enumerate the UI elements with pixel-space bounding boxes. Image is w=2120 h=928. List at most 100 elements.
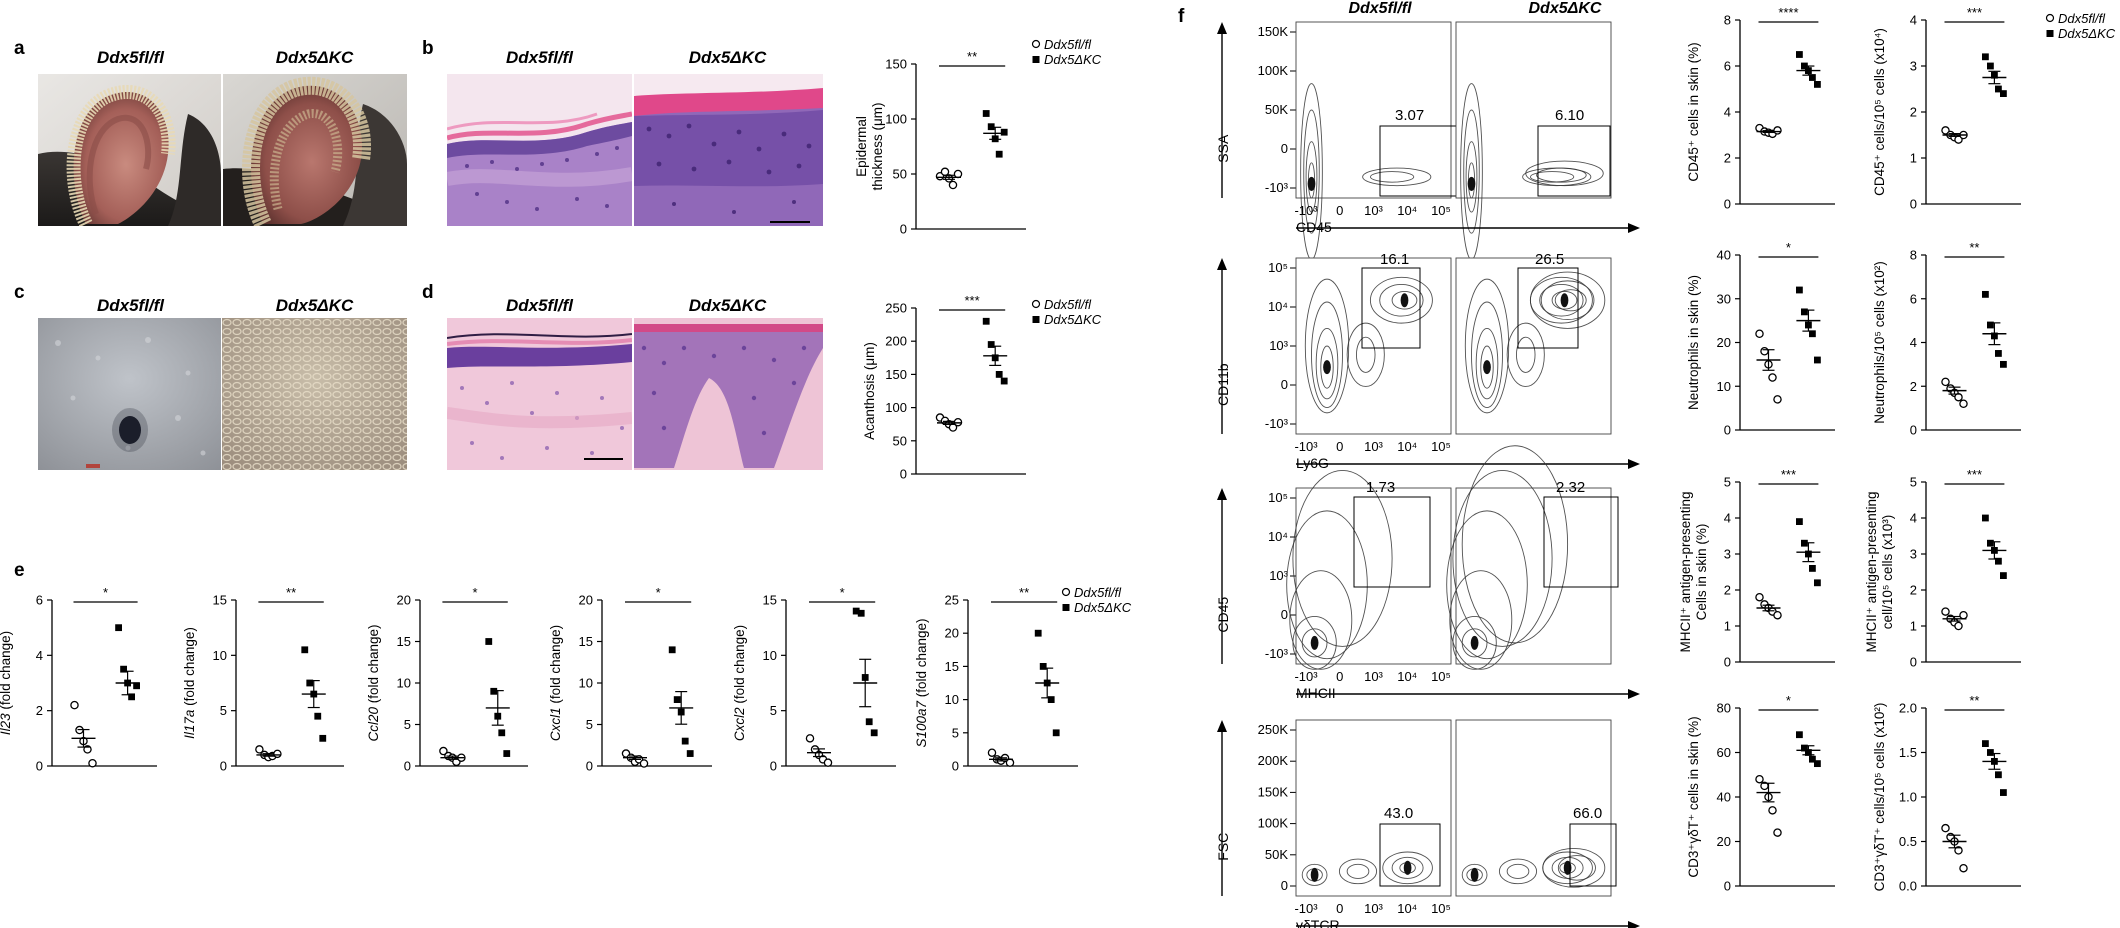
he-ear-ko [634,74,823,226]
point-wt [1773,828,1782,837]
point-ko [1982,290,1989,298]
y-tick-label: 2 [1724,151,1731,166]
chart-f-apc-num: 0 1 2 3 4 5 MHCII⁺ antigen-presenting cell/10⁵ … [1864,467,2021,670]
chart-e-cxcl1: 0 5 10 15 20 Cxcl1 (fold change) * [548,585,712,774]
point-wt [88,758,97,768]
flow-y-tick-label: 0 [1281,377,1288,392]
contour-line [1382,851,1433,885]
gate-value: 16.1 [1380,251,1409,268]
point-ko [1995,85,2002,93]
flow-y-tick-label: -10³ [1265,180,1289,195]
point-wt [1954,621,1963,631]
significance-stars: ** [286,585,296,600]
y-tick-label: 10 [1717,379,1731,394]
flow-plot-ko: 6.10 [1455,21,1612,261]
contour-line [1391,290,1418,310]
contour-core [1323,360,1331,375]
flow-y-tick-label: 50K [1265,847,1288,862]
point-wt [255,745,264,754]
x-arrow-head [1628,921,1640,928]
flow-y-label: SSA [1215,134,1231,163]
chart-f-cd45-num: 0 1 2 3 4 CD45⁺ cells/10⁵ cells (x10⁴) *** [1872,5,2021,212]
legend-label-wt: Ddx5fl/fl [1074,585,1122,600]
significance-stars: *** [1967,5,1982,20]
contour-line [1529,171,1575,183]
y-tick-label: 40 [1717,248,1731,263]
point-ko [1814,760,1821,768]
point-wt [1755,592,1764,602]
flow-x-tick-label: -10³ [1294,203,1318,218]
point-ko [1047,696,1055,703]
flow-x-label: CD45 [1296,219,1332,235]
y-tick-label: 0 [1724,423,1731,438]
legend-marker-ko [1062,604,1070,611]
contour-line [1305,141,1318,213]
point-ko [1809,330,1816,338]
photo-label-a-wt: Ddx5fl/fl [96,48,165,67]
point-ko [2000,789,2007,796]
point-ko [1814,579,1821,587]
point-ko [982,110,990,117]
flow-x-tick-label: 10⁵ [1431,439,1451,454]
gate-value: 26.5 [1535,251,1564,268]
y-tick-label: 1 [1910,619,1917,634]
point-ko [1814,81,1821,88]
y-axis-label: MHCII⁺ antigen-presenting [1864,492,1879,653]
y-tick-label: 100 [885,112,907,127]
x-arrow-head [1628,689,1640,699]
contour-core [1467,176,1476,191]
y-axis-label: Cells in skin (%) [1694,524,1709,621]
y-tick-label: 10 [763,648,777,663]
point-wt [1941,823,1950,833]
y-tick-label: 0 [404,759,411,774]
legend-label-ko: Ddx5ΔKC [2058,26,2116,41]
y-tick-label: 10 [397,676,411,691]
y-tick-label: 0.5 [1899,834,1917,849]
flow-y-tick-label: 250K [1258,722,1289,737]
chart-b-thickness: 0 50 100 150 Epidermal thickness (μm) ** [854,49,1026,237]
y-tick-label: 2 [1910,379,1917,394]
flow-plot-frame [1455,487,1612,665]
point-ko [852,607,860,615]
panel-letter-c: c [14,282,25,303]
contour-line [1542,848,1606,888]
point-ko [319,734,327,742]
point-ko [1987,321,1994,329]
significance-stars: *** [965,293,980,308]
y-axis-label: cell/10⁵ cells (x10³) [1880,515,1895,629]
point-ko [1796,51,1803,58]
point-wt [70,700,79,710]
y-tick-label: 3 [1910,59,1917,74]
contour-line [1292,469,1393,647]
y-tick-label: 20 [1717,834,1731,849]
flow-y-tick-label: 10⁴ [1268,529,1288,544]
contour-line [1540,280,1595,321]
y-tick-label: 5 [220,703,227,718]
photo-label-a-ko: Ddx5ΔKC [275,48,354,67]
flow-x-tick-label: 10⁵ [1431,669,1451,684]
point-wt [1755,774,1764,784]
point-wt [948,180,958,190]
contour-line [1464,278,1510,414]
y-tick-label: 0 [900,222,907,237]
point-ko [1034,629,1042,637]
flow-plot-wt: 43.0 [1295,719,1452,897]
point-ko [314,712,322,720]
legend-marker-ko [1032,316,1040,323]
contour-line [1303,109,1320,234]
y-tick-label: 4 [1910,13,1917,28]
contour-core [1560,293,1569,308]
y-tick-label: 30 [1717,291,1731,306]
contour-core [1307,176,1316,191]
y-tick-label: 8 [1910,248,1917,263]
flow-y-label: CD11b [1215,363,1231,406]
point-wt [987,748,997,757]
y-tick-label: 3 [1724,547,1731,562]
flow-y-tick-label: 10³ [1269,568,1288,583]
point-ko [995,150,1003,158]
contour-line [1557,855,1596,881]
gate-box [1543,496,1619,588]
y-tick-label: 10 [945,692,959,707]
flow-y-tick-label: 10⁴ [1268,299,1288,314]
point-ko [1987,749,1994,756]
